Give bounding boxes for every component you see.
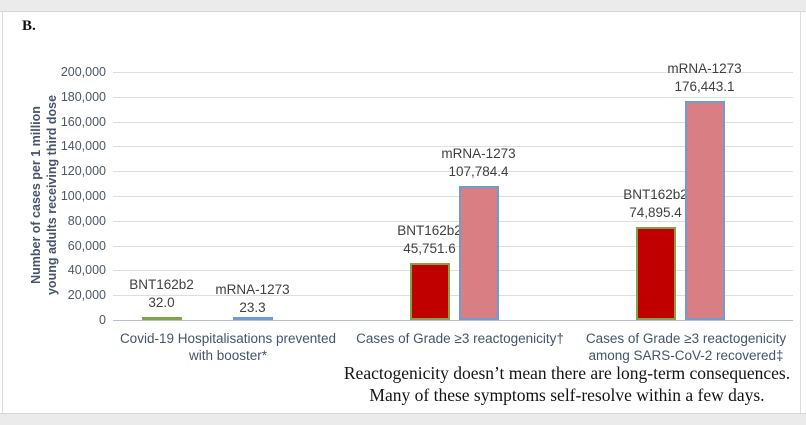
bar-data-label: BNT162b2 74,895.4 <box>586 186 726 222</box>
bar-series-name: mRNA-1273 <box>667 61 742 77</box>
y-axis-tick-label: 160,000 <box>60 115 106 129</box>
y-axis-tick-label: 180,000 <box>60 90 106 104</box>
panel-label: B. <box>22 18 36 34</box>
bar-value: 45,751.6 <box>403 241 456 257</box>
bar-value: 23.3 <box>239 300 266 315</box>
bar-series-name: mRNA-1273 <box>215 282 290 297</box>
y-axis-tick-label: 100,000 <box>60 189 106 203</box>
caption-line: Many of these symptoms self-resolve with… <box>369 385 765 405</box>
bar-data-label: BNT162b2 32.0 <box>92 276 232 312</box>
y-gridline <box>113 171 793 172</box>
x-axis-line <box>113 320 793 321</box>
bar-value: 107,784.4 <box>448 164 509 180</box>
bar-bnt162b2 <box>141 317 182 320</box>
bar-bnt162b2 <box>635 227 676 320</box>
y-axis-tick-label: 140,000 <box>60 139 106 153</box>
caption-line: Reactogenicity doesn’t mean there are lo… <box>343 363 791 383</box>
x-category-label: Covid-19 Hospitalisations prevented with … <box>103 330 353 364</box>
page-background-top <box>0 0 806 12</box>
x-category-label-line: Cases of Grade ≥3 reactogenicity <box>585 331 787 346</box>
bar-mrna-1273 <box>684 101 725 320</box>
bar-data-label: BNT162b2 45,751.6 <box>360 222 500 258</box>
panel-left-border <box>2 11 3 413</box>
page-background-bottom <box>0 413 806 425</box>
bar-series-name: BNT162b2 <box>623 187 688 203</box>
bar-bnt162b2 <box>409 263 450 320</box>
y-axis-tick-label: 200,000 <box>60 65 106 79</box>
bar-data-label: mRNA-1273 23.3 <box>183 281 323 317</box>
bar-data-label: mRNA-1273 107,784.4 <box>409 145 549 181</box>
y-gridline <box>113 72 793 73</box>
bar-value: 176,443.1 <box>674 79 735 95</box>
bar-series-name: mRNA-1273 <box>441 146 516 162</box>
bar-value: 32.0 <box>148 295 175 310</box>
bar-data-label: mRNA-1273 176,443.1 <box>635 60 775 96</box>
y-axis-tick-label: 60,000 <box>67 239 106 253</box>
y-gridline <box>113 146 793 147</box>
x-category-label-line: Covid-19 Hospitalisations prevented <box>119 331 337 346</box>
y-gridline <box>113 196 793 197</box>
figure-caption: Reactogenicity doesn’t mean there are lo… <box>330 362 804 406</box>
bar-series-name: BNT162b2 <box>397 223 462 239</box>
x-category-label: Cases of Grade ≥3 reactogenicity† <box>335 330 585 347</box>
bar-mrna-1273 <box>458 186 499 320</box>
bar-value: 74,895.4 <box>629 205 682 221</box>
y-gridline <box>113 295 793 296</box>
x-category-label-line: among SARS-CoV-2 recovered‡ <box>588 348 784 363</box>
y-gridline <box>113 97 793 98</box>
x-category-label-line: with booster* <box>188 348 268 363</box>
y-axis-tick-label: 0 <box>99 313 106 327</box>
y-axis-tick-label: 120,000 <box>60 164 106 178</box>
bar-mrna-1273 <box>232 317 273 320</box>
y-gridline <box>113 246 793 247</box>
y-gridline <box>113 221 793 222</box>
x-category-label: Cases of Grade ≥3 reactogenicity among SA… <box>571 330 801 364</box>
y-gridline <box>113 122 793 123</box>
y-axis-tick-label: 40,000 <box>67 263 106 277</box>
x-category-label-line: Cases of Grade ≥3 reactogenicity† <box>356 331 564 346</box>
y-axis-tick-label: 80,000 <box>67 214 106 228</box>
y-axis-tick-label: 20,000 <box>67 288 106 302</box>
bar-series-name: BNT162b2 <box>129 277 194 292</box>
panel-right-border <box>800 11 801 413</box>
y-gridline <box>113 270 793 271</box>
